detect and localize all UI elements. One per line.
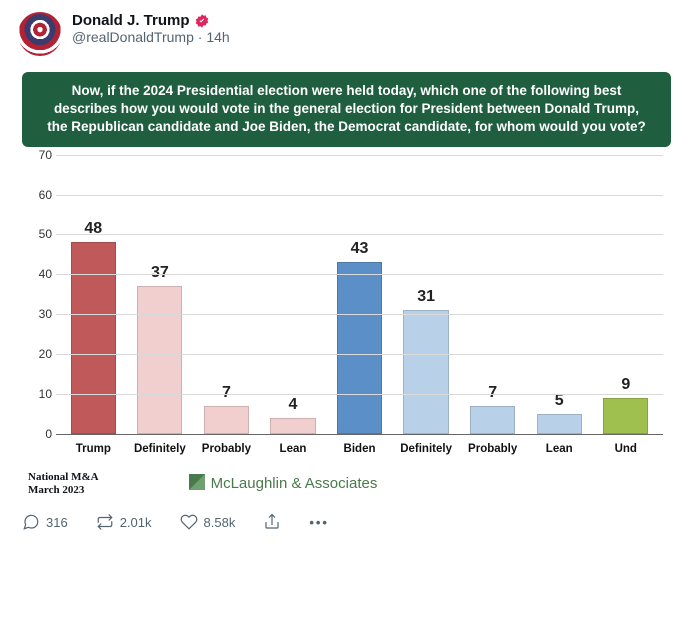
xlabel: Biden (326, 437, 393, 465)
ytick-label: 40 (28, 267, 52, 281)
bar-value-label: 7 (222, 384, 231, 402)
bar-slot: 31 (393, 155, 460, 434)
ytick-label: 0 (28, 427, 52, 441)
chart-bars: 48 37 7 4 43 31 7 5 9 (56, 155, 663, 434)
bar (537, 414, 582, 434)
share-button[interactable] (263, 513, 281, 531)
gridline (56, 354, 663, 355)
gridline (56, 234, 663, 235)
ytick-label: 20 (28, 347, 52, 361)
bar (270, 418, 315, 434)
bar-slot: 9 (593, 155, 660, 434)
heart-icon (180, 513, 198, 531)
repost-icon (96, 513, 114, 531)
author-meta: Donald J. Trump @realDonaldTrump · 14h (72, 12, 230, 45)
more-button[interactable]: ••• (309, 515, 329, 530)
bar-value-label: 7 (488, 384, 497, 402)
gridline (56, 314, 663, 315)
gridline (56, 394, 663, 395)
bar-slot: 7 (193, 155, 260, 434)
xlabel: Lean (526, 437, 593, 465)
source-line-1: National M&A (28, 471, 99, 484)
source-name: McLaughlin & Associates (211, 475, 378, 492)
reply-button[interactable]: 316 (22, 513, 68, 531)
bar-value-label: 48 (84, 220, 102, 238)
ytick-label: 50 (28, 227, 52, 241)
ytick-label: 30 (28, 307, 52, 321)
ytick-label: 10 (28, 387, 52, 401)
bar-slot: 37 (127, 155, 194, 434)
ytick-label: 60 (28, 188, 52, 202)
ytick-label: 70 (28, 148, 52, 162)
timestamp[interactable]: 14h (206, 29, 229, 45)
display-name[interactable]: Donald J. Trump (72, 12, 190, 29)
handle[interactable]: @realDonaldTrump (72, 29, 194, 45)
ellipsis-icon: ••• (309, 515, 329, 530)
chart-source-right: McLaughlin & Associates (189, 474, 378, 494)
bar-value-label: 31 (417, 288, 435, 306)
chart-source-left: National M&A March 2023 (28, 471, 99, 497)
time-separator: · (194, 29, 206, 45)
source-line-2: March 2023 (28, 484, 99, 497)
bar (470, 406, 515, 434)
gridline (56, 155, 663, 156)
bar-slot: 7 (459, 155, 526, 434)
avatar[interactable] (18, 12, 62, 56)
mclaughlin-logo-icon (189, 474, 205, 494)
chart-plot: 4837744331759 010203040506070 (56, 155, 663, 435)
bar (204, 406, 249, 434)
gridline (56, 274, 663, 275)
xlabel: Trump (60, 437, 127, 465)
xlabel: Probably (193, 437, 260, 465)
xlabel: Definitely (393, 437, 460, 465)
chart-xlabels: TrumpDefinitelyProbablyLeanBidenDefinite… (56, 437, 663, 465)
bar (71, 242, 116, 433)
bar-slot: 4 (260, 155, 327, 434)
xlabel: Und (593, 437, 660, 465)
share-icon (263, 513, 281, 531)
chart-area: 4837744331759 010203040506070 TrumpDefin… (26, 155, 667, 465)
repost-count: 2.01k (120, 515, 152, 530)
reply-icon (22, 513, 40, 531)
post-header: Donald J. Trump @realDonaldTrump · 14h (18, 12, 675, 56)
bar-slot: 48 (60, 155, 127, 434)
xlabel: Probably (459, 437, 526, 465)
like-button[interactable]: 8.58k (180, 513, 236, 531)
bar (603, 398, 648, 434)
bar-value-label: 4 (289, 396, 298, 414)
xlabel: Lean (260, 437, 327, 465)
reply-count: 316 (46, 515, 68, 530)
bar (137, 286, 182, 433)
xlabel: Definitely (127, 437, 194, 465)
bar-value-label: 37 (151, 264, 169, 282)
engagement-bar: 316 2.01k 8.58k ••• (18, 513, 675, 531)
chart-footer: National M&A March 2023 McLaughlin & Ass… (18, 465, 675, 507)
bar-slot: 43 (326, 155, 393, 434)
verified-badge-icon (194, 13, 210, 29)
bar (337, 262, 382, 433)
bar-slot: 5 (526, 155, 593, 434)
bar-value-label: 43 (351, 240, 369, 258)
chart-question-banner: Now, if the 2024 Presidential election w… (22, 72, 671, 147)
repost-button[interactable]: 2.01k (96, 513, 152, 531)
chart-card: Now, if the 2024 Presidential election w… (18, 66, 675, 507)
bar-value-label: 9 (621, 376, 630, 394)
bar (403, 310, 448, 434)
like-count: 8.58k (204, 515, 236, 530)
gridline (56, 195, 663, 196)
